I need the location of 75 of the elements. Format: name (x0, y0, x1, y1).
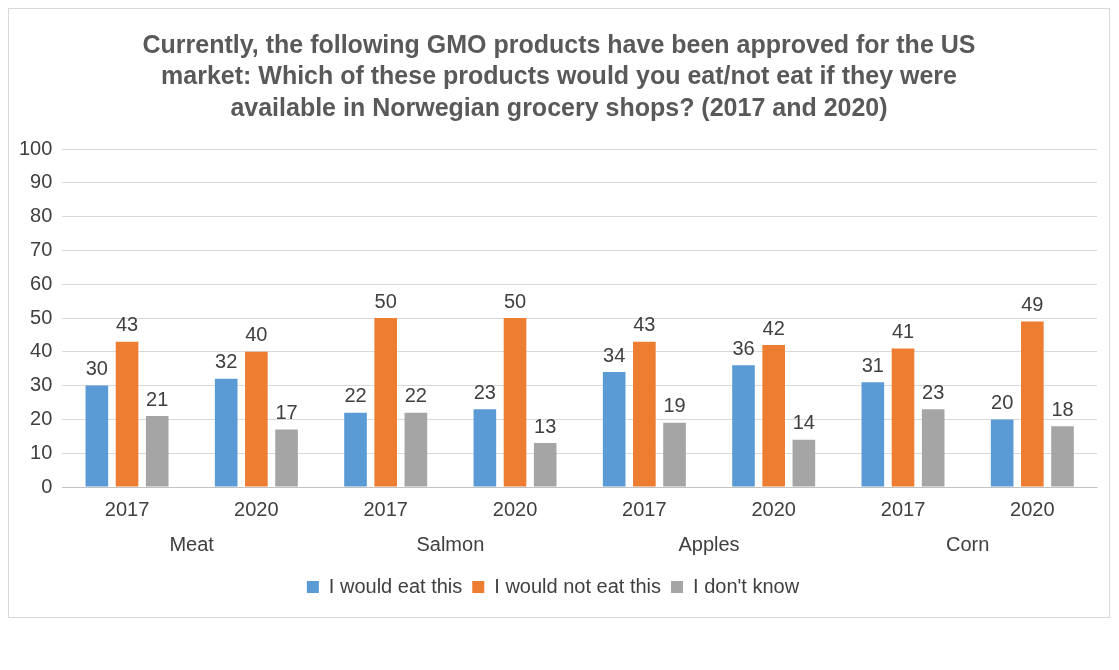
x-tick-label: 2020 (1010, 497, 1055, 520)
bar (762, 344, 785, 487)
bar (145, 415, 169, 487)
y-tick-label: 30 (30, 372, 53, 395)
data-label: 23 (473, 380, 496, 403)
bar (990, 419, 1014, 487)
data-label: 30 (85, 356, 108, 379)
bar (344, 412, 367, 487)
data-label: 40 (245, 323, 268, 346)
data-label: 23 (922, 380, 945, 403)
bar (473, 409, 497, 487)
y-tick-label: 70 (30, 237, 53, 260)
data-label: 42 (762, 316, 785, 339)
data-label: 18 (1051, 397, 1074, 420)
bar (533, 442, 557, 487)
x-tick-label: 2017 (363, 497, 408, 520)
bar (663, 422, 686, 487)
data-label: 43 (115, 312, 139, 335)
data-label: 50 (503, 289, 527, 312)
text: Meat (169, 532, 215, 555)
data-label: 17 (275, 400, 298, 423)
y-tick-label: 40 (30, 339, 53, 362)
y-tick-label: 0 (41, 474, 53, 497)
legend-label: I don't know (693, 574, 800, 597)
data-label: 21 (146, 387, 169, 410)
data-label: 13 (534, 414, 557, 437)
legend-label: I would eat this (328, 574, 463, 597)
bar (115, 341, 139, 487)
text: Corn (945, 532, 990, 555)
y-tick-label: 10 (30, 440, 53, 463)
data-label: 36 (732, 336, 755, 359)
text: Apples (678, 532, 740, 555)
y-tick-label: 20 (30, 406, 53, 429)
x-tick-label: 2017 (622, 497, 667, 520)
data-label: 34 (603, 343, 626, 366)
bar (85, 385, 109, 487)
bar (921, 409, 945, 487)
bar (1051, 425, 1074, 487)
x-tick-label: 2020 (492, 497, 538, 520)
chart-title: Currently, the following GMO products have been approved for the US market: Which of these products would you eat/not eat if they were available in Norwegian grocery shops? (2017 and 2020) (141, 29, 977, 123)
legend-label: I would not eat this (494, 574, 662, 597)
data-label: 19 (663, 394, 686, 417)
bar (214, 378, 238, 487)
data-label: 22 (344, 383, 367, 406)
bar (861, 381, 885, 487)
bar (792, 439, 816, 487)
data-label: 50 (374, 289, 397, 312)
data-label: 22 (404, 383, 427, 406)
bar (503, 317, 527, 487)
y-tick-label: 90 (30, 170, 53, 193)
y-tick-label: 100 (18, 136, 53, 159)
bar (633, 341, 656, 487)
x-tick-label: 2020 (751, 497, 796, 520)
data-label: 49 (1021, 292, 1044, 315)
data-label: 20 (991, 390, 1014, 413)
data-label: 43 (633, 312, 656, 335)
bar (404, 412, 428, 487)
y-tick-label: 60 (30, 271, 53, 294)
x-tick-label: 2020 (234, 497, 279, 520)
data-label: 41 (891, 319, 915, 342)
x-tick-label: 2017 (104, 497, 150, 520)
bar (1021, 321, 1044, 487)
bar (732, 365, 755, 487)
y-tick-label: 50 (30, 305, 53, 328)
data-label: 31 (861, 353, 884, 376)
bar (275, 429, 298, 487)
bar (602, 371, 626, 487)
bar (374, 317, 398, 487)
data-label: 14 (792, 410, 815, 433)
y-tick-label: 80 (30, 203, 53, 226)
data-label: 32 (215, 350, 238, 373)
bar (245, 351, 268, 487)
x-tick-label: 2017 (880, 497, 926, 520)
text: Salmon (416, 532, 485, 555)
bar (891, 348, 915, 487)
